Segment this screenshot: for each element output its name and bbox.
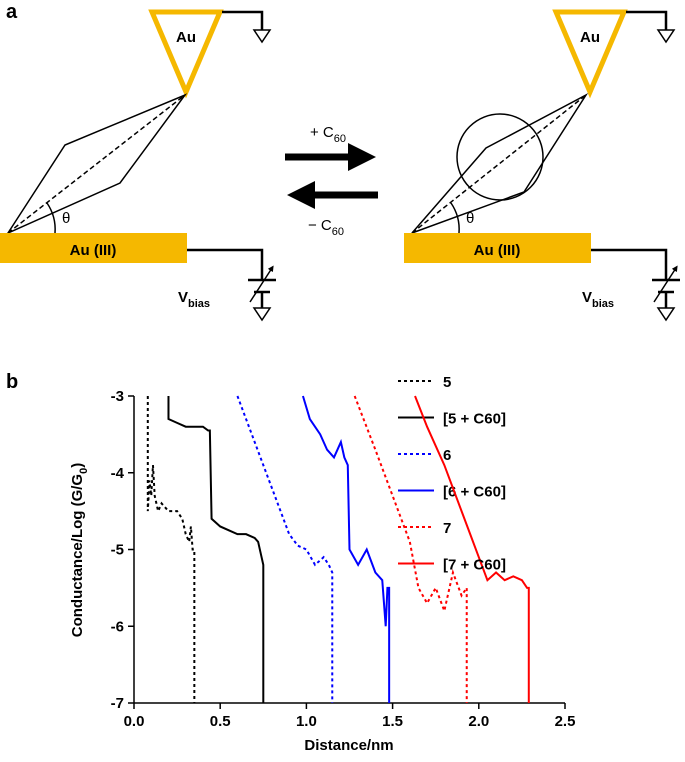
reverse-sub: 60: [332, 226, 344, 238]
data-line: [146, 396, 196, 703]
right-junction: [404, 9, 680, 322]
substrate-label: Au (III): [474, 242, 521, 259]
x-axis-title: Distance/nm: [304, 737, 393, 754]
angle-label: θ: [62, 210, 70, 227]
wire: [626, 10, 668, 30]
tip: [552, 9, 628, 99]
legend-label: 7: [443, 520, 451, 537]
data-line: [414, 395, 530, 703]
legend-label: [6 + C60]: [443, 484, 506, 501]
angle-arc: [450, 202, 460, 234]
legend-label: 5: [443, 374, 451, 391]
left-junction: [0, 9, 276, 322]
y-tick-label: -3: [111, 388, 124, 405]
substrate: [404, 233, 591, 263]
tip-label: Au: [580, 29, 600, 46]
axis: [7, 94, 186, 234]
bias-sub: bias: [592, 298, 614, 310]
ground: [252, 307, 272, 322]
bias-sub: bias: [188, 298, 210, 310]
x-tick-label: 2.0: [468, 713, 489, 730]
y-tick-label: -4: [111, 465, 125, 482]
reverse-label: − C60: [308, 217, 344, 238]
wire: [591, 248, 668, 280]
y-axis-title: Conductance/Log (G/G0): [69, 463, 90, 637]
y-tick-label: -6: [111, 618, 124, 635]
data-line: [236, 395, 334, 703]
ground: [252, 29, 272, 44]
y-tick-label: -5: [111, 542, 124, 559]
forward-text: + C: [310, 124, 334, 141]
x-tick-label: 1.0: [296, 713, 317, 730]
x-tick-label: 1.5: [382, 713, 403, 730]
substrate: [0, 233, 187, 263]
tip: [148, 9, 224, 99]
wire: [222, 10, 264, 30]
wire: [187, 248, 264, 280]
forward-label: + C60: [310, 124, 346, 145]
angle-arc: [46, 202, 56, 234]
bias-label: Vbias: [178, 289, 210, 310]
x-tick-label: 0.5: [210, 713, 231, 730]
axis: [411, 94, 587, 234]
battery-arrow: [249, 265, 274, 303]
bias-text: V: [582, 289, 592, 306]
c60: [456, 113, 544, 201]
legend-label: 6: [443, 447, 451, 464]
legend-label: [7 + C60]: [443, 557, 506, 574]
data-line: [301, 395, 391, 703]
angle-label: θ: [466, 210, 474, 227]
x-tick-label: 0.0: [124, 713, 145, 730]
ground: [656, 29, 676, 44]
bias-text: V: [178, 289, 188, 306]
y-tick-label: -7: [111, 695, 124, 712]
substrate-label: Au (III): [70, 242, 117, 259]
y-title-sub: 0: [78, 468, 90, 474]
panel-label: a: [6, 1, 18, 23]
y-title-text: Conductance/Log (G/G: [69, 474, 86, 637]
bias-label: Vbias: [582, 289, 614, 310]
x-tick-label: 2.5: [555, 713, 576, 730]
data-line: [353, 395, 468, 703]
ground: [656, 307, 676, 322]
panel-label: b: [6, 371, 18, 393]
data-line: [167, 396, 265, 703]
reverse-text: − C: [308, 217, 332, 234]
y-title-tail: ): [69, 463, 86, 468]
battery-arrow: [653, 265, 678, 303]
tip-label: Au: [176, 29, 196, 46]
legend-label: [5 + C60]: [443, 411, 506, 428]
forward-sub: 60: [334, 133, 346, 145]
